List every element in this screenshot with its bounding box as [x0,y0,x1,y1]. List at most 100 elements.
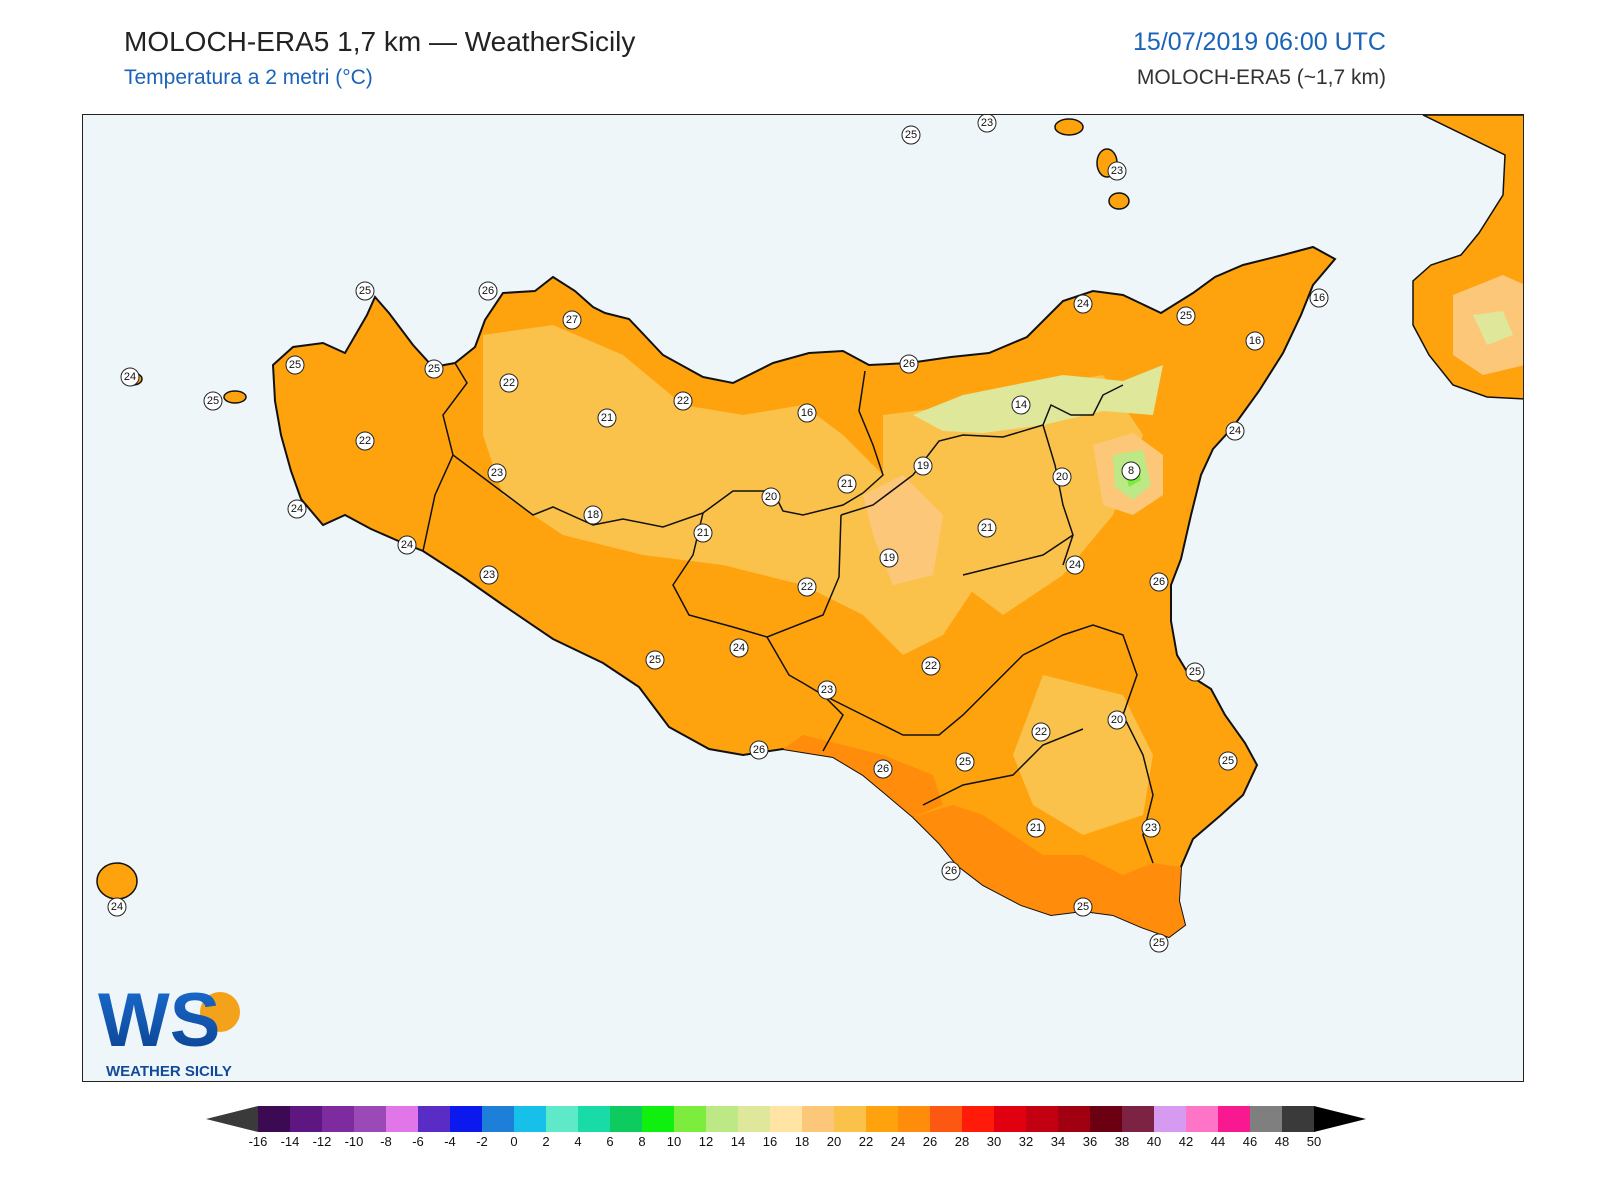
station-circle [1309,288,1329,308]
colorbar-segment [962,1106,994,1132]
colorbar-segment [546,1106,578,1132]
colorbar-tick-label: 2 [542,1134,550,1149]
colorbar-tick-label: 48 [1274,1134,1290,1149]
station-marker: 25 [901,125,921,145]
station-marker: 23 [487,463,507,483]
station-value: 18 [587,509,599,521]
colorbar-tick-label: 30 [986,1134,1002,1149]
colorbar-segment [706,1106,738,1132]
station-marker: 25 [955,752,975,772]
colorbar-segment [578,1106,610,1132]
station-circle [797,403,817,423]
colorbar-segment [482,1106,514,1132]
station-value: 22 [801,581,813,593]
station-circle [397,535,417,555]
colorbar-tick-label: 14 [730,1134,746,1149]
map-subtitle: Temperatura a 2 metri (°C) [124,66,373,89]
station-value: 25 [289,359,301,371]
station-marker: 24 [1065,555,1085,575]
station-circle [817,680,837,700]
colorbar [206,1106,1398,1137]
station-marker: 16 [1309,288,1329,308]
station-marker: 24 [1073,294,1093,314]
colorbar-tick-label: 32 [1018,1134,1034,1149]
map-title: MOLOCH-ERA5 1,7 km — WeatherSicily [124,26,636,57]
station-value: 25 [207,395,219,407]
station-circle [424,359,444,379]
colorbar-segment [1154,1106,1186,1132]
colorbar-segment [1250,1106,1282,1132]
station-circle [1185,662,1205,682]
station-circle [901,125,921,145]
station-circle [749,740,769,760]
colorbar-tick-label: 26 [922,1134,938,1149]
station-circle [479,565,499,585]
station-value: 25 [959,756,971,768]
station-circle [729,638,749,658]
station-value: 24 [1077,298,1089,310]
station-marker: 16 [1245,331,1265,351]
station-marker: 23 [977,115,997,133]
station-value: 23 [821,684,833,696]
colorbar-tick-label: 40 [1146,1134,1162,1149]
station-marker: 26 [873,759,893,779]
map-frame[interactable]: 25 23 23 25 26 27 24 25 25 25 22 22 21 22 23 24 24 18 23 21… [82,114,1524,1082]
station-circle [899,354,919,374]
colorbar-segment [290,1106,322,1132]
station-marker: 19 [913,456,933,476]
colorbar-segment [770,1106,802,1132]
temperature-map[interactable]: 25 23 23 25 26 27 24 25 25 25 22 22 21 22 23 24 24 18 23 21… [83,115,1524,1082]
logo-letters: WS [98,982,220,1063]
station-marker: 26 [899,354,919,374]
station-circle [1011,395,1031,415]
colorbar-segment [1186,1106,1218,1132]
station-value: 21 [841,478,853,490]
colorbar-segment [514,1106,546,1132]
station-value: 24 [111,901,123,913]
station-circle [120,367,140,387]
station-circle [583,505,603,525]
station-marker: 22 [921,656,941,676]
station-circle [355,281,375,301]
station-value: 25 [1077,901,1089,913]
station-marker: 21 [693,523,713,543]
station-circle [287,499,307,519]
station-marker: 19 [879,548,899,568]
station-value: 24 [401,539,413,551]
station-circle [203,391,223,411]
pantelleria-island [96,862,138,900]
colorbar-segment [354,1106,386,1132]
station-marker: 22 [673,391,693,411]
station-value: 16 [1313,292,1325,304]
station-marker: 21 [1026,818,1046,838]
colorbar-segment [1122,1106,1154,1132]
station-value: 26 [1153,576,1165,588]
station-marker: 26 [1149,572,1169,592]
station-value: 24 [291,503,303,515]
station-marker: 8 [1121,461,1141,481]
colorbar-tick-label: 10 [666,1134,682,1149]
station-circle [797,577,817,597]
station-value: 26 [877,763,889,775]
colorbar-tick-label: 4 [574,1134,582,1149]
station-circle [1149,572,1169,592]
station-marker: 25 [1176,306,1196,326]
colorbar-segment [898,1106,930,1132]
forecast-datetime: 15/07/2019 06:00 UTC [1133,28,1386,56]
colorbar-ticks: -16 -14 -12 -10 -8 -6 -4 -2 0 2 4 6 8 10 12 14 16 18 20 22 2… [0,1134,1600,1154]
colorbar-tick-label: 12 [698,1134,714,1149]
station-marker: 23 [1107,161,1127,181]
station-marker: 23 [817,680,837,700]
station-circle [1218,751,1238,771]
colorbar-segment [642,1106,674,1132]
station-markers: 25 23 23 25 26 27 24 25 25 25 22 22 21 22 23 24 24 18 23 21… [107,115,1329,953]
station-circle [913,456,933,476]
colorbar-tick-label: 6 [606,1134,614,1149]
station-value: 25 [1153,937,1165,949]
colorbar-segment [322,1106,354,1132]
colorbar-segment [802,1106,834,1132]
station-marker: 22 [1031,722,1051,742]
colorbar-segment [386,1106,418,1132]
station-marker: 20 [1052,467,1072,487]
station-marker: 14 [1011,395,1031,415]
